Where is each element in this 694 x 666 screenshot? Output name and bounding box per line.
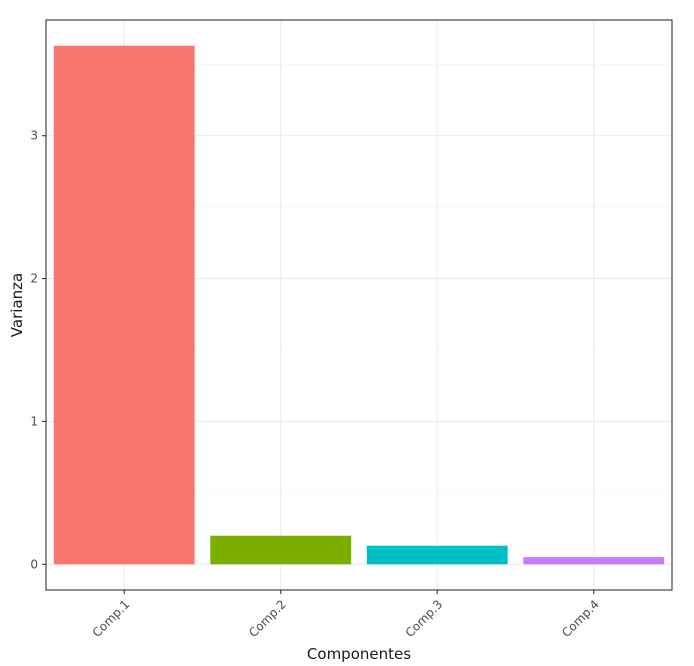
bars (53, 45, 665, 565)
bar-comp-1 (53, 45, 195, 565)
y-tick-label: 1 (30, 414, 38, 428)
x-tick-label: Comp.1 (90, 597, 133, 640)
x-tick-label: Comp.3 (403, 597, 446, 640)
bar-comp-2 (210, 535, 352, 565)
x-tick-label: Comp.4 (559, 597, 602, 640)
y-tick-label: 2 (30, 272, 38, 286)
plot-panel-border (45, 19, 673, 591)
x-axis-title: Componentes (307, 645, 411, 663)
y-axis-title: Varianza (8, 273, 26, 337)
bar-comp-4 (523, 557, 665, 565)
y-tick-label: 3 (30, 129, 38, 143)
x-tick-label: Comp.2 (246, 597, 289, 640)
y-axis: 0 1 2 3 (30, 129, 46, 571)
x-axis: Comp.1 Comp.2 Comp.3 Comp.4 (90, 590, 602, 640)
y-tick-label: 0 (30, 557, 38, 571)
bar-comp-3 (366, 545, 508, 565)
